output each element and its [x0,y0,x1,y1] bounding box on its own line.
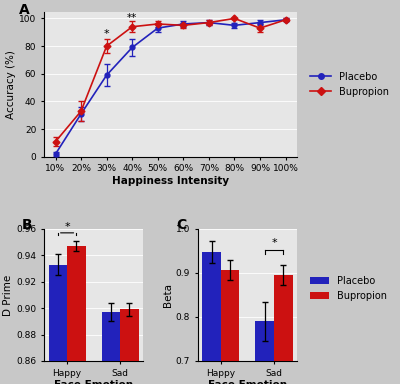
X-axis label: Face Emotion: Face Emotion [54,381,133,384]
Bar [67,246,86,384]
Bar [274,275,292,384]
Text: **: ** [127,13,137,23]
Bar [255,321,274,384]
Bar [102,312,120,384]
Bar [48,265,67,384]
Bar [221,270,240,384]
Legend: Placebo, Bupropion: Placebo, Bupropion [306,68,393,101]
Legend: Placebo, Bupropion: Placebo, Bupropion [306,272,391,305]
Text: *: * [104,29,110,39]
Text: *: * [64,222,70,232]
Y-axis label: Accuracy (%): Accuracy (%) [6,50,16,119]
Bar [120,310,139,384]
X-axis label: Face Emotion: Face Emotion [208,381,287,384]
X-axis label: Happiness Intensity: Happiness Intensity [112,176,229,186]
Bar [202,252,221,384]
Text: B: B [22,218,33,232]
Text: A: A [19,3,30,17]
Text: *: * [271,238,277,248]
Text: C: C [176,218,186,232]
Y-axis label: Beta: Beta [163,283,173,307]
Y-axis label: D Prime: D Prime [4,274,14,316]
